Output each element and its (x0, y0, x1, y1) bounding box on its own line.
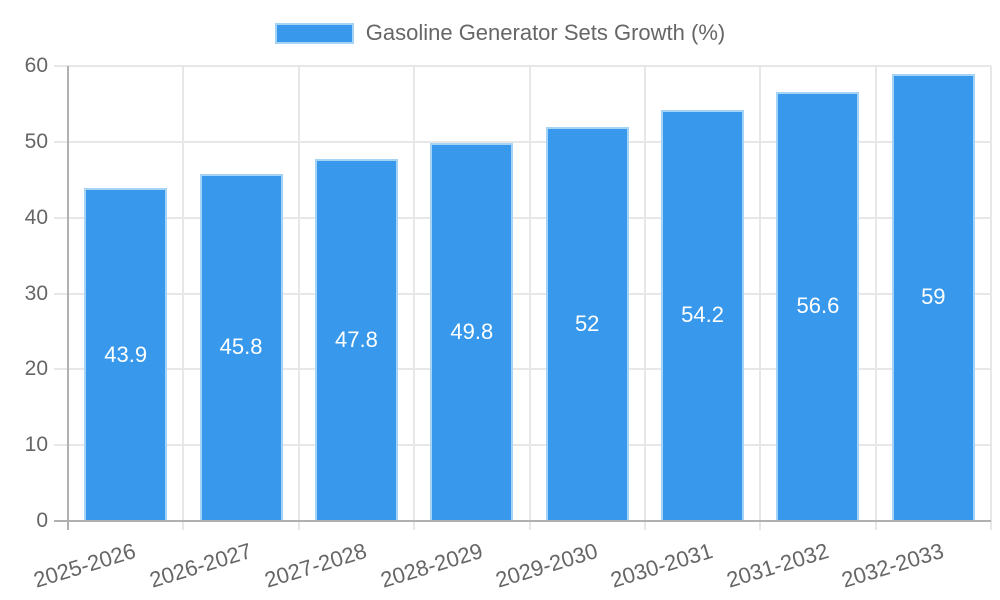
bar-value-label: 47.8 (335, 326, 378, 352)
bar-value-label: 59 (921, 284, 946, 310)
y-axis-line (67, 66, 69, 530)
x-axis-tick-label: 2031-2032 (723, 538, 832, 593)
y-gridline (54, 444, 991, 447)
y-gridline (54, 65, 991, 67)
legend-item[interactable]: Gasoline Generator Sets Growth (%) (0, 20, 1000, 46)
bar[interactable] (430, 143, 514, 521)
x-gridline (990, 66, 992, 530)
x-axis-tick-label: 2028-2029 (377, 538, 486, 593)
bar-value-label: 49.8 (450, 319, 494, 345)
y-axis-tick-label: 10 (24, 433, 48, 457)
x-axis-tick-label: 2029-2030 (492, 538, 601, 593)
x-axis-tick-label: 2025-2026 (31, 538, 139, 593)
bar[interactable] (661, 109, 745, 521)
legend-label: Gasoline Generator Sets Growth (%) (365, 20, 726, 45)
y-gridline (54, 140, 991, 143)
y-axis-tick-label: 40 (24, 205, 48, 229)
y-axis-tick-label: 20 (24, 357, 48, 381)
y-axis-tick-label: 30 (24, 281, 48, 305)
y-axis-tick-label: 50 (24, 129, 48, 153)
y-axis-tick-label: 60 (24, 54, 48, 77)
bar[interactable] (891, 73, 975, 521)
x-gridline (528, 66, 531, 530)
bar[interactable] (776, 91, 860, 521)
x-axis-tick-label: 2027-2028 (261, 538, 370, 593)
x-gridline (297, 66, 300, 530)
x-axis-tick-label: 2026-2027 (146, 538, 255, 593)
x-gridline (643, 66, 646, 530)
y-axis-tick-label: 0 (36, 509, 48, 532)
x-axis-tick-label: 2030-2031 (607, 538, 716, 593)
y-gridline (54, 292, 991, 295)
x-gridline (182, 66, 185, 530)
x-gridline (874, 66, 877, 530)
bar-value-label: 43.9 (104, 341, 148, 367)
y-gridline (54, 216, 991, 219)
bar-value-label: 45.8 (219, 334, 263, 360)
x-axis-tick-label: 2032-2033 (838, 538, 947, 593)
bar[interactable] (84, 188, 168, 521)
bar[interactable] (199, 173, 283, 521)
bar-value-label: 56.6 (796, 293, 840, 319)
bar-value-label: 52 (574, 310, 600, 336)
bar[interactable] (314, 158, 398, 521)
y-gridline (54, 368, 991, 371)
x-axis-line (54, 520, 991, 522)
x-gridline (759, 66, 762, 530)
bar-value-label: 54.2 (681, 302, 724, 328)
x-gridline (413, 66, 416, 530)
legend-swatch-icon (274, 22, 354, 44)
bar[interactable] (545, 126, 629, 521)
